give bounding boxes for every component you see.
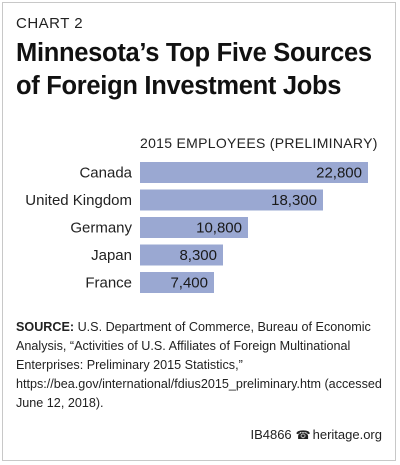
category-label-france: France xyxy=(85,275,132,292)
category-label-canada: Canada xyxy=(79,165,132,182)
category-label-germany: Germany xyxy=(70,220,132,237)
value-label-france: 7,400 xyxy=(170,275,208,292)
report-code: IB4866 xyxy=(250,427,292,442)
bar-canada xyxy=(140,162,368,183)
source-text: U.S. Department of Commerce, Bureau of E… xyxy=(16,320,382,410)
category-label-japan: Japan xyxy=(91,247,132,264)
source-lead: SOURCE: xyxy=(16,320,75,334)
bar-france xyxy=(140,272,214,293)
bars-group: Canada 22,800 United Kingdom 18,300 Germany 1… xyxy=(25,162,368,293)
chart-number-label: CHART 2 xyxy=(16,15,84,32)
series-header: 2015 EMPLOYEES (PRELIMINARY) xyxy=(140,135,378,151)
source-note: SOURCE: U.S. Department of Commerce, Bur… xyxy=(16,318,386,413)
footer: IB4866 ☎ heritage.org xyxy=(250,427,382,442)
bar-united-kingdom xyxy=(140,189,323,211)
bar-chart: Canada 22,800 United Kingdom 18,300 Germany 1… xyxy=(25,162,368,293)
value-label-germany: 10,800 xyxy=(196,220,242,237)
bell-icon: ☎ xyxy=(295,428,311,442)
bar-germany xyxy=(140,217,248,238)
value-label-canada: 22,800 xyxy=(316,165,362,182)
category-label-united-kingdom: United Kingdom xyxy=(25,192,132,209)
chart-frame xyxy=(2,2,396,461)
value-label-united-kingdom: 18,300 xyxy=(271,192,317,209)
bar-japan xyxy=(140,244,223,266)
site-link[interactable]: heritage.org xyxy=(312,427,382,442)
value-label-japan: 8,300 xyxy=(179,247,217,264)
chart-title: Minnesota’s Top Five Sources of Foreign … xyxy=(16,39,372,100)
